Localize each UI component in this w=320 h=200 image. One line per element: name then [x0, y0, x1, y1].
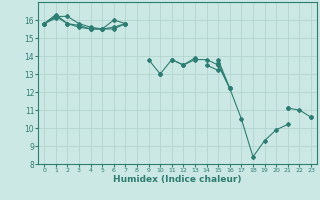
X-axis label: Humidex (Indice chaleur): Humidex (Indice chaleur)	[113, 175, 242, 184]
